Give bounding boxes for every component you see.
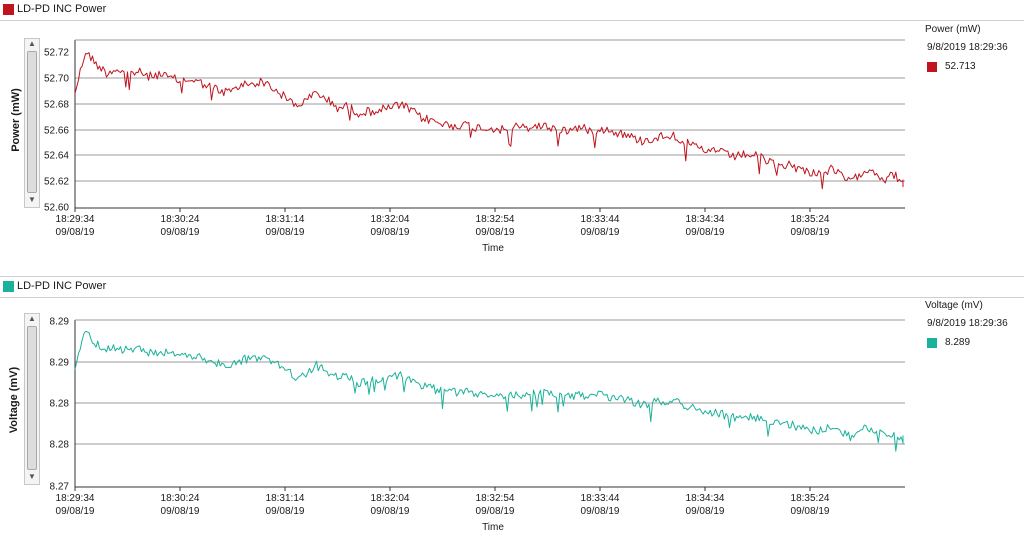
- x-tick-date-label: 09/08/19: [476, 227, 515, 238]
- voltage-legend-title: Voltage (mV): [925, 300, 983, 311]
- x-tick-date-label: 09/08/19: [581, 227, 620, 238]
- x-tick-time-label: 18:32:54: [476, 214, 515, 225]
- x-tick-date-label: 09/08/19: [791, 506, 830, 517]
- x-tick-date-label: 09/08/19: [791, 227, 830, 238]
- power-y-zoom-slider[interactable]: ▲ ▼: [24, 38, 40, 208]
- x-axis-label: Time: [482, 243, 504, 254]
- x-tick-time-label: 18:29:34: [56, 214, 95, 225]
- x-tick-date-label: 09/08/19: [161, 506, 200, 517]
- voltage-legend-swatch-icon: [927, 338, 937, 348]
- x-tick-time-label: 18:34:34: [686, 493, 725, 504]
- x-tick-date-label: 09/08/19: [476, 506, 515, 517]
- x-tick-date-label: 09/08/19: [371, 506, 410, 517]
- power-series-color-icon: [3, 4, 14, 15]
- x-tick-date-label: 09/08/19: [56, 506, 95, 517]
- power-chart-header: LD-PD INC Power: [0, 0, 1024, 21]
- x-tick-date-label: 09/08/19: [266, 227, 305, 238]
- power-y-zoom-thumb[interactable]: [27, 51, 37, 193]
- x-tick-time-label: 18:30:24: [161, 493, 200, 504]
- x-tick-time-label: 18:35:24: [791, 214, 830, 225]
- chevron-up-icon[interactable]: ▲: [28, 314, 36, 323]
- x-axis-label: Time: [482, 522, 504, 533]
- voltage-y-zoom-thumb[interactable]: [27, 326, 37, 470]
- y-tick-label: 8.28: [50, 440, 70, 451]
- y-tick-label: 52.70: [44, 74, 69, 85]
- power-chart-plot[interactable]: 52.72 52.70 52.68 52.66 52.64 52.62 52.6018:29…: [0, 0, 1024, 276]
- voltage-chart-panel: LD-PD INC Power ▲ ▼ Voltage (mV) 8.29 8.2…: [0, 277, 1024, 554]
- x-tick-time-label: 18:32:04: [371, 214, 410, 225]
- chevron-up-icon[interactable]: ▲: [28, 39, 36, 48]
- x-tick-time-label: 18:31:14: [266, 214, 305, 225]
- y-tick-label: 8.27: [50, 482, 70, 493]
- voltage-series-color-icon: [3, 281, 14, 292]
- x-tick-time-label: 18:35:24: [791, 493, 830, 504]
- y-tick-label: 8.28: [50, 399, 70, 410]
- x-tick-date-label: 09/08/19: [686, 227, 725, 238]
- y-tick-label: 52.72: [44, 48, 69, 59]
- x-tick-date-label: 09/08/19: [161, 227, 200, 238]
- x-tick-time-label: 18:34:34: [686, 214, 725, 225]
- x-tick-date-label: 09/08/19: [266, 506, 305, 517]
- panel-divider: [0, 276, 1024, 277]
- x-tick-date-label: 09/08/19: [56, 227, 95, 238]
- power-legend-title: Power (mW): [925, 24, 981, 35]
- x-tick-time-label: 18:30:24: [161, 214, 200, 225]
- voltage-legend-time: 9/8/2019 18:29:36: [927, 318, 1008, 329]
- chevron-down-icon[interactable]: ▼: [28, 472, 36, 481]
- data-series-line: [74, 52, 904, 190]
- x-tick-time-label: 18:33:44: [581, 214, 620, 225]
- power-chart-title: LD-PD INC Power: [17, 3, 107, 15]
- x-tick-date-label: 09/08/19: [686, 506, 725, 517]
- y-tick-label: 8.29: [50, 358, 70, 369]
- voltage-chart-header: LD-PD INC Power: [0, 277, 1024, 298]
- power-legend-swatch-icon: [927, 62, 937, 72]
- x-tick-time-label: 18:31:14: [266, 493, 305, 504]
- y-tick-label: 52.62: [44, 177, 69, 188]
- y-tick-label: 52.64: [44, 151, 69, 162]
- x-tick-time-label: 18:29:34: [56, 493, 95, 504]
- y-tick-label: 52.60: [44, 203, 69, 214]
- y-tick-label: 52.68: [44, 100, 69, 111]
- x-tick-time-label: 18:33:44: [581, 493, 620, 504]
- chevron-down-icon[interactable]: ▼: [28, 195, 36, 204]
- y-tick-label: 52.66: [44, 126, 69, 137]
- data-series-line: [74, 330, 904, 452]
- x-tick-date-label: 09/08/19: [371, 227, 410, 238]
- y-tick-label: 8.29: [50, 317, 70, 328]
- voltage-y-zoom-slider[interactable]: ▲ ▼: [24, 313, 40, 485]
- voltage-legend-value: 8.289: [945, 337, 971, 348]
- power-chart-panel: LD-PD INC Power ▲ ▼ Power (mW) 52.72 52.7…: [0, 0, 1024, 276]
- voltage-chart-title: LD-PD INC Power: [17, 280, 107, 292]
- power-legend-value: 52.713: [945, 61, 976, 72]
- x-tick-time-label: 18:32:54: [476, 493, 515, 504]
- x-tick-date-label: 09/08/19: [581, 506, 620, 517]
- power-legend-time: 9/8/2019 18:29:36: [927, 42, 1008, 53]
- x-tick-time-label: 18:32:04: [371, 493, 410, 504]
